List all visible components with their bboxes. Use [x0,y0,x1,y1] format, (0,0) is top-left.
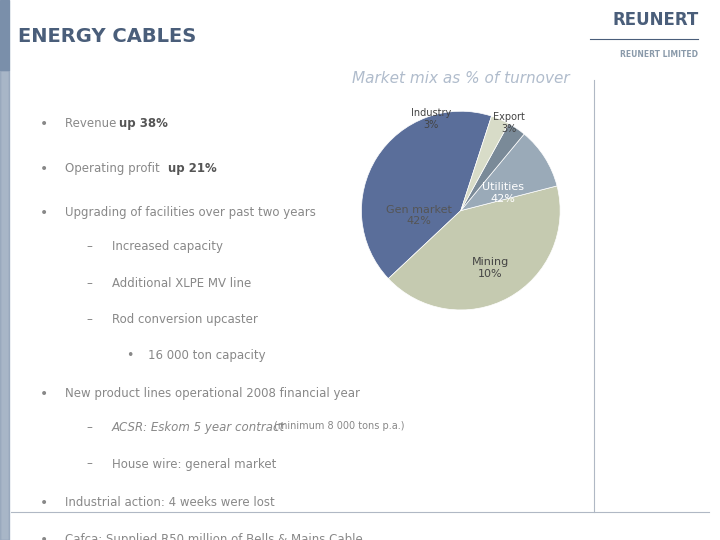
Text: New product lines operational 2008 financial year: New product lines operational 2008 finan… [65,387,360,400]
Bar [0,70,9,540]
Text: Industrial action: 4 weeks were lost: Industrial action: 4 weeks were lost [65,496,274,509]
Text: Gen market
42%: Gen market 42% [386,205,452,226]
Text: REUNERT: REUNERT [612,11,698,29]
Text: House wire: general market: House wire: general market [112,457,276,470]
Wedge shape [461,124,524,211]
Text: •: • [40,206,48,220]
Text: ENERGY CABLES: ENERGY CABLES [18,27,197,46]
Text: Additional XLPE MV line: Additional XLPE MV line [112,277,251,290]
Wedge shape [388,186,560,310]
Text: Market mix as % of turnover: Market mix as % of turnover [352,71,570,86]
Text: •: • [40,387,48,401]
Text: Rod conversion upcaster: Rod conversion upcaster [112,313,258,327]
Bar [0,0,9,70]
Text: 16 000 ton capacity: 16 000 ton capacity [148,349,265,362]
Text: •: • [40,496,48,510]
Text: –: – [86,240,92,253]
Text: Utilities
42%: Utilities 42% [482,182,523,204]
Text: ACSR: Eskom 5 year contract: ACSR: Eskom 5 year contract [112,421,284,434]
Text: –: – [86,313,92,327]
Wedge shape [361,111,492,279]
Text: •: • [126,349,133,362]
Wedge shape [461,134,557,211]
Text: •: • [40,162,48,176]
Text: –: – [86,277,92,290]
Text: REUNERT LIMITED: REUNERT LIMITED [621,50,698,59]
Wedge shape [461,116,508,211]
Text: (minimum 8 000 tons p.a.): (minimum 8 000 tons p.a.) [274,421,404,431]
Text: Export
3%: Export 3% [492,112,524,134]
Text: Increased capacity: Increased capacity [112,240,222,253]
Text: •: • [40,117,48,131]
Text: Upgrading of facilities over past two years: Upgrading of facilities over past two ye… [65,206,315,219]
Text: Cafca: Supplied R50 million of Bells & Mains Cable: Cafca: Supplied R50 million of Bells & M… [65,532,363,540]
Text: up 38%: up 38% [119,117,168,130]
Text: Industry
3%: Industry 3% [411,109,451,130]
Text: –: – [86,457,92,470]
Text: •: • [40,532,48,540]
Text: Operating profit: Operating profit [65,162,163,175]
Text: Mining
10%: Mining 10% [472,258,509,279]
Text: –: – [86,421,92,434]
Text: up 21%: up 21% [168,162,217,175]
Text: Revenue: Revenue [65,117,120,130]
